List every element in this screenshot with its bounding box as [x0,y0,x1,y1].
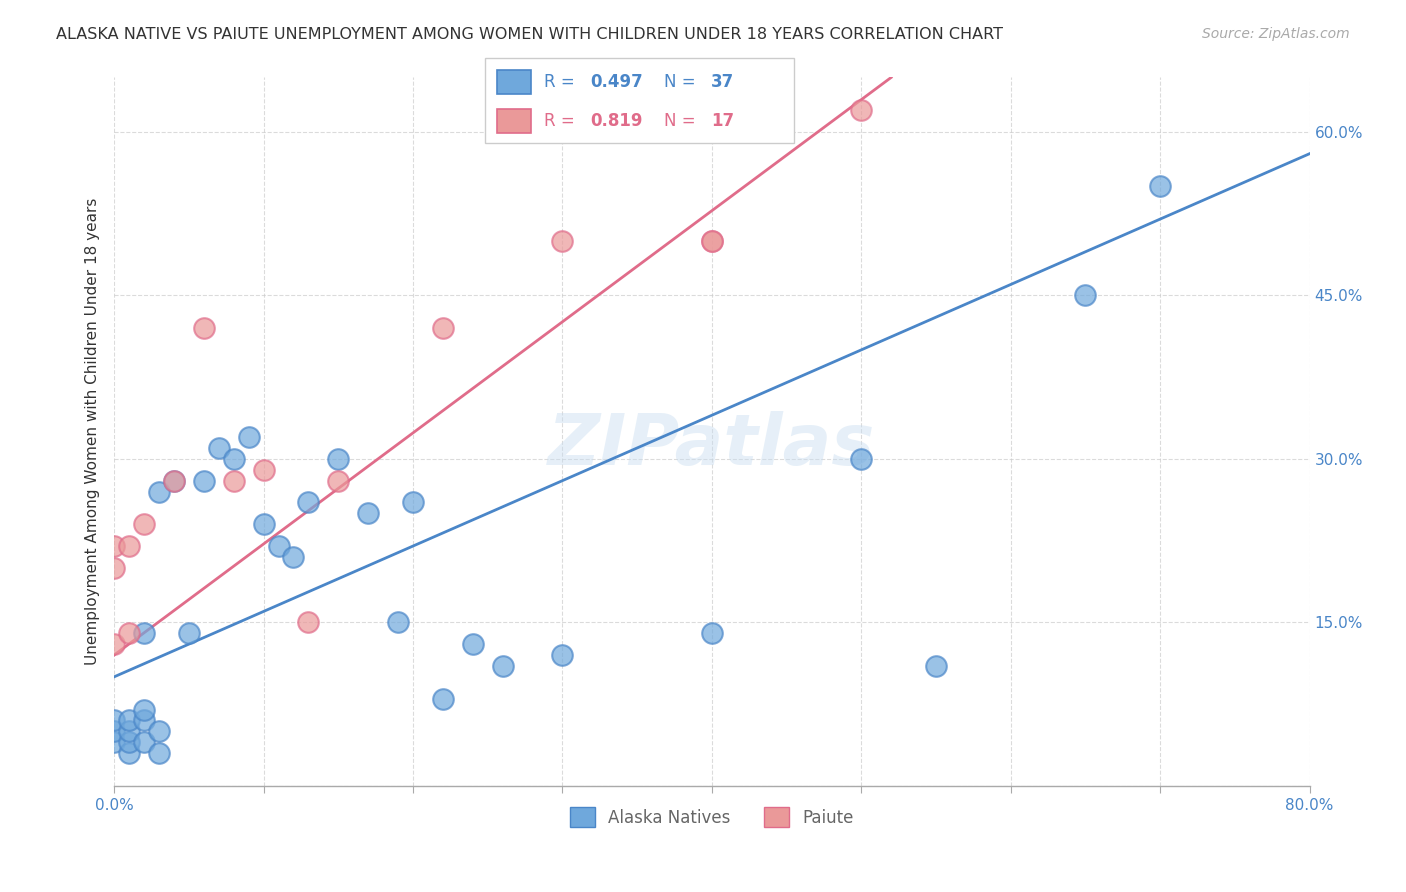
Point [851,103,873,117]
Point [148,724,170,739]
Point [700,234,723,248]
Text: N =: N = [665,73,702,91]
Point [118,735,141,749]
Point [103,539,125,553]
Point [925,659,948,673]
Point [700,626,723,640]
Point [1074,288,1097,302]
Point [163,474,186,488]
Point [222,451,245,466]
Point [132,626,155,640]
Point [118,724,141,739]
Text: 37: 37 [711,73,734,91]
Point [177,626,200,640]
Text: R =: R = [544,112,579,129]
Point [193,474,215,488]
Point [252,517,274,532]
Point [402,495,425,509]
Point [103,561,125,575]
Point [132,735,155,749]
Point [103,735,125,749]
Point [252,463,274,477]
Point [700,234,723,248]
Y-axis label: Unemployment Among Women with Children Under 18 years: Unemployment Among Women with Children U… [86,198,100,665]
Point [283,549,305,564]
Point [222,474,245,488]
Point [132,702,155,716]
Point [387,615,409,630]
Point [297,615,319,630]
Text: R =: R = [544,73,579,91]
Point [132,517,155,532]
Text: 0.819: 0.819 [591,112,643,129]
Text: 0.497: 0.497 [591,73,643,91]
Point [193,321,215,335]
Text: ALASKA NATIVE VS PAIUTE UNEMPLOYMENT AMONG WOMEN WITH CHILDREN UNDER 18 YEARS CO: ALASKA NATIVE VS PAIUTE UNEMPLOYMENT AMO… [56,27,1004,42]
Point [163,474,186,488]
Point [103,714,125,728]
Point [297,495,319,509]
Bar [498,70,531,94]
Point [118,714,141,728]
Point [238,430,260,444]
Point [267,539,290,553]
Text: ZIPatlas: ZIPatlas [548,411,876,480]
Point [132,714,155,728]
Point [148,484,170,499]
Point [328,451,350,466]
Point [851,451,873,466]
Point [432,321,454,335]
Point [118,539,141,553]
Point [551,648,574,662]
Point [492,659,515,673]
Point [148,746,170,760]
Point [103,637,125,651]
Text: 17: 17 [711,112,734,129]
Point [328,474,350,488]
Point [551,234,574,248]
Point [1149,179,1171,194]
Point [357,506,380,520]
Bar [498,109,531,133]
Point [208,441,231,455]
Point [103,724,125,739]
Point [118,626,141,640]
Text: Source: ZipAtlas.com: Source: ZipAtlas.com [1202,27,1350,41]
Point [118,746,141,760]
Text: N =: N = [665,112,702,129]
Point [461,637,484,651]
Legend: Alaska Natives, Paiute: Alaska Natives, Paiute [564,800,860,834]
Point [432,691,454,706]
